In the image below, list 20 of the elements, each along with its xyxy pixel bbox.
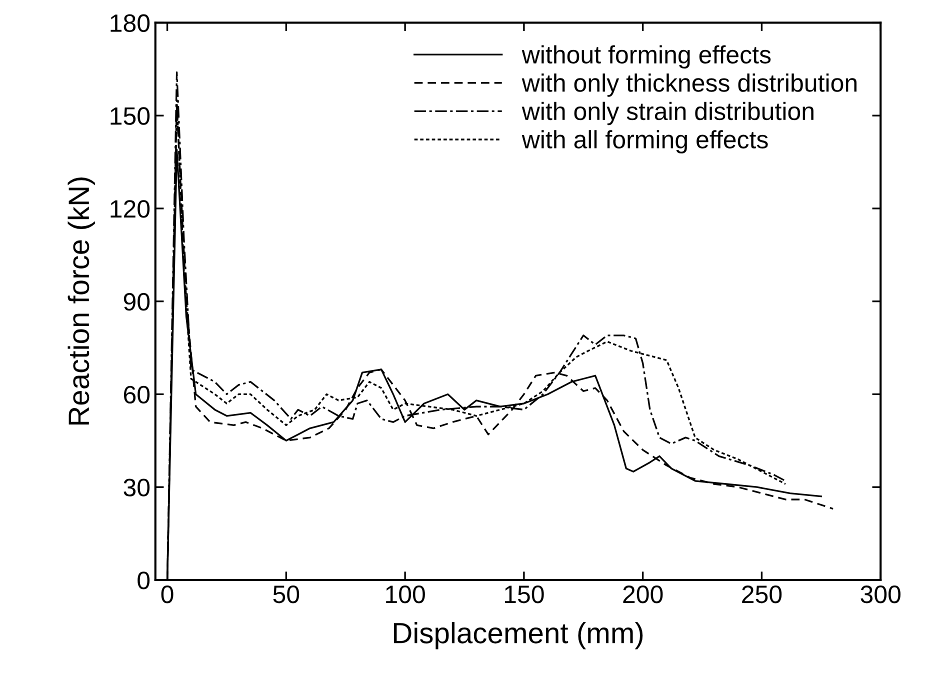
y-tick-label: 30 (124, 478, 150, 496)
x-tick-label: 50 (273, 586, 300, 604)
legend-label: with all forming effects (522, 130, 768, 154)
y-tick-label: 120 (110, 200, 150, 218)
y-tick-label: 0 (138, 572, 150, 590)
y-tick-label: 180 (110, 14, 150, 32)
x-tick-label: 150 (504, 586, 544, 604)
x-tick-label: 100 (386, 586, 425, 604)
x-tick-label: 300 (860, 586, 900, 604)
x-tick-label: 200 (623, 586, 663, 604)
y-tick-label: 90 (124, 292, 150, 311)
legend-label: with only strain distribution (522, 102, 814, 126)
x-tick-label: 0 (161, 586, 174, 604)
y-tick-label: 150 (110, 107, 150, 125)
legend-label: without forming effects (522, 45, 771, 69)
y-axis-title: Reaction force (kN) (68, 178, 95, 425)
legend-label: with only thickness distribution (522, 74, 856, 97)
x-tick-label: 250 (742, 586, 782, 604)
x-axis-title: Displacement (mm) (394, 622, 643, 650)
y-tick-label: 60 (124, 386, 150, 404)
